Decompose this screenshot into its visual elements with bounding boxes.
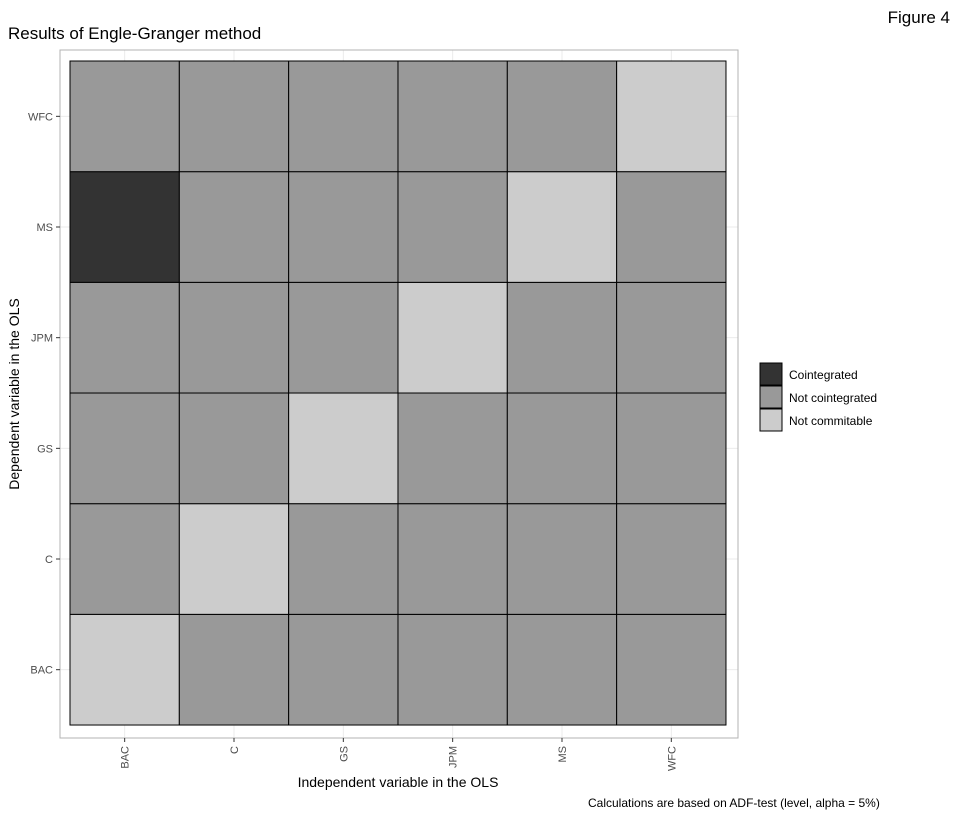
heatmap-cell: BAC ~ GS: Not cointegrated bbox=[288, 613, 399, 726]
y-tick-label: BAC bbox=[30, 665, 53, 677]
heatmap-cell: WFC ~ BAC: Not cointegrated bbox=[69, 60, 180, 173]
y-tick-label: JPM bbox=[31, 333, 53, 345]
heatmap-cell: C ~ JPM: Not cointegrated bbox=[397, 503, 508, 615]
heatmap-cell: BAC ~ MS: Not cointegrated bbox=[506, 613, 618, 726]
heatmap-cell: MS ~ C: Not cointegrated bbox=[178, 171, 290, 283]
legend-label: Not commitable bbox=[789, 414, 873, 428]
heatmap-cell: GS ~ GS: Not commitable bbox=[288, 392, 399, 505]
x-tick-label: MS bbox=[557, 746, 569, 763]
heatmap-cell: GS ~ JPM: Not cointegrated bbox=[397, 392, 508, 505]
legend-key bbox=[759, 362, 783, 386]
heatmap-cell: WFC ~ MS: Not cointegrated bbox=[506, 60, 618, 173]
heatmap-cell: JPM ~ MS: Not cointegrated bbox=[506, 281, 618, 394]
heatmap-cell: MS ~ GS: Not cointegrated bbox=[288, 171, 399, 283]
heatmap-cell: BAC ~ C: Not cointegrated bbox=[178, 613, 290, 726]
heatmap-cell: GS ~ C: Not cointegrated bbox=[178, 392, 290, 505]
legend-key bbox=[759, 408, 783, 432]
x-tick-label: JPM bbox=[448, 746, 460, 768]
heatmap-cell: MS ~ WFC: Not cointegrated bbox=[616, 171, 727, 283]
x-tick-label: C bbox=[229, 746, 241, 754]
y-tick-label: C bbox=[45, 554, 53, 566]
heatmap-cell: JPM ~ JPM: Not commitable bbox=[397, 281, 508, 394]
figure-label: Figure 4 bbox=[887, 8, 950, 27]
heatmap-cell: BAC ~ BAC: Not commitable bbox=[69, 613, 180, 726]
heatmap-cell: WFC ~ WFC: Not commitable bbox=[616, 60, 727, 173]
heatmap-cell: C ~ WFC: Not cointegrated bbox=[616, 503, 727, 615]
heatmap-cell: MS ~ MS: Not commitable bbox=[506, 171, 618, 283]
heatmap-cell: MS ~ BAC: Cointegrated bbox=[69, 171, 180, 283]
legend-label: Cointegrated bbox=[789, 368, 858, 382]
y-axis-title: Dependent variable in the OLS bbox=[6, 298, 22, 489]
heatmap-cell: GS ~ WFC: Not cointegrated bbox=[616, 392, 727, 505]
x-tick-label: BAC bbox=[120, 746, 132, 769]
x-tick-label: GS bbox=[338, 746, 350, 762]
x-axis-title: Independent variable in the OLS bbox=[298, 774, 499, 790]
heatmap-cell: BAC ~ JPM: Not cointegrated bbox=[397, 613, 508, 726]
heatmap-cell: C ~ C: Not commitable bbox=[178, 503, 290, 615]
heatmap-cell: C ~ BAC: Not cointegrated bbox=[69, 503, 180, 615]
heatmap-cell: JPM ~ WFC: Not cointegrated bbox=[616, 281, 727, 394]
y-tick-label: WFC bbox=[28, 111, 53, 123]
heatmap-cell: C ~ GS: Not cointegrated bbox=[288, 503, 399, 615]
heatmap-cell: JPM ~ BAC: Not cointegrated bbox=[69, 281, 180, 394]
y-tick-label: GS bbox=[37, 443, 53, 455]
heatmap-cell: GS ~ MS: Not cointegrated bbox=[506, 392, 618, 505]
heatmap-cell: WFC ~ JPM: Not cointegrated bbox=[397, 60, 508, 173]
y-axis-ticks: BAC C GS JPM MS WFC bbox=[28, 111, 60, 677]
heatmap-cell: JPM ~ C: Not cointegrated bbox=[178, 281, 290, 394]
heatmap-cell: C ~ MS: Not cointegrated bbox=[506, 503, 618, 615]
caption: Calculations are based on ADF-test (leve… bbox=[588, 796, 880, 810]
x-tick-label: WFC bbox=[666, 746, 678, 771]
heatmap-cell: BAC ~ WFC: Not cointegrated bbox=[616, 613, 727, 726]
heatmap-cell: WFC ~ GS: Not cointegrated bbox=[288, 60, 399, 173]
chart-title: Results of Engle-Granger method bbox=[8, 24, 262, 43]
legend-label: Not cointegrated bbox=[789, 391, 877, 405]
y-tick-label: MS bbox=[37, 222, 54, 234]
heatmap-cell: MS ~ JPM: Not cointegrated bbox=[397, 171, 508, 283]
heatmap-cell: GS ~ BAC: Not cointegrated bbox=[69, 392, 180, 505]
heatmap-cells: BAC ~ BAC: Not commitableBAC ~ C: Not co… bbox=[69, 60, 727, 726]
heatmap-cell: WFC ~ C: Not cointegrated bbox=[178, 60, 290, 173]
panel-border bbox=[59, 49, 739, 739]
x-axis-ticks: BAC C GS JPM MS WFC bbox=[120, 738, 678, 771]
heatmap-cell: JPM ~ GS: Not cointegrated bbox=[288, 281, 399, 394]
legend-key bbox=[759, 385, 783, 409]
legend: Cointegrated Not cointegrated Not commitab… bbox=[759, 362, 877, 432]
